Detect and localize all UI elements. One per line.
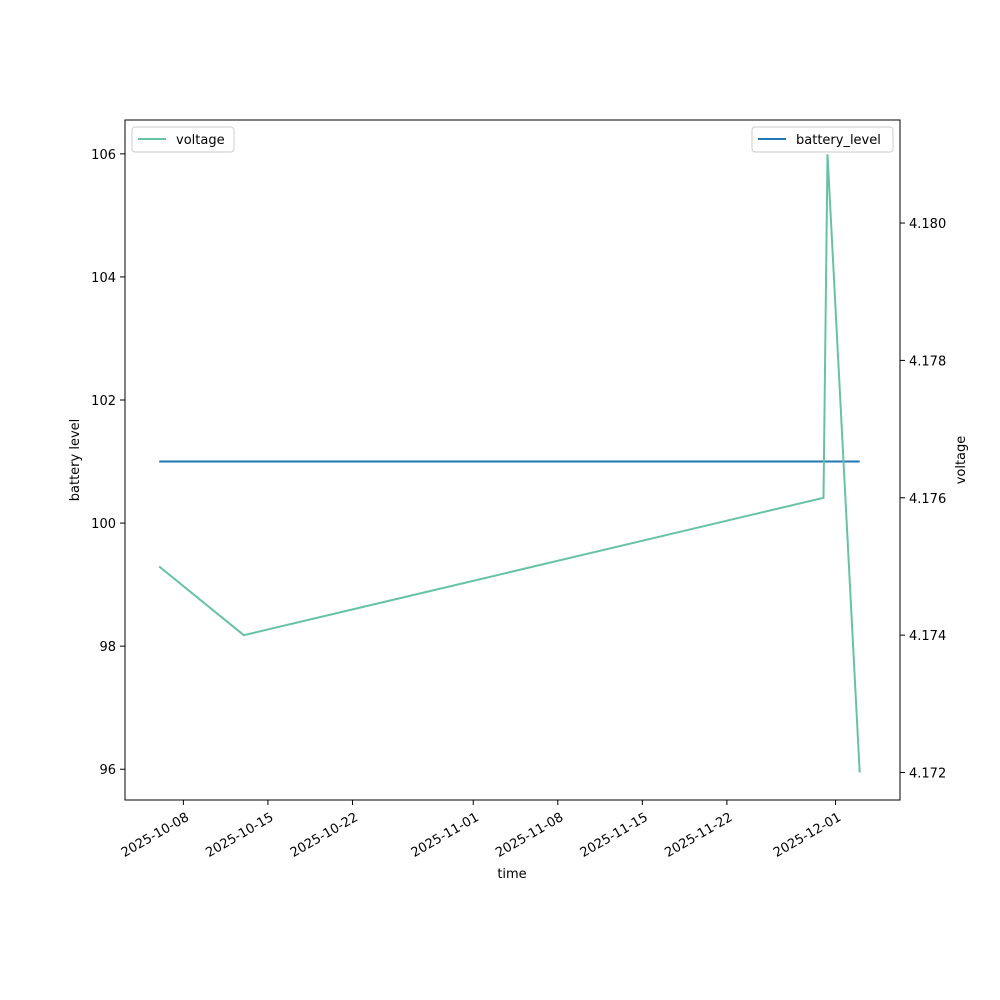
x-tick-label: 2025-11-01 [409,810,482,861]
right-y-tick-label: 4.176 [909,492,946,507]
left-y-tick-label: 104 [91,271,116,286]
legend-box [131,126,235,153]
left-y-tick-label: 100 [91,517,116,532]
series-line-voltage [158,154,861,773]
left-y-tick-label: 96 [99,763,116,778]
legend-voltage: voltage [131,126,235,153]
right-y-tick-label: 4.180 [909,217,946,232]
series-layer [158,154,861,773]
left-y-tick-label: 98 [99,640,116,655]
left-y-tick-label: 106 [91,148,116,163]
right-y-tick-label: 4.172 [909,767,946,782]
x-tick-label: 2025-11-08 [493,810,566,861]
x-tick-label: 2025-11-15 [578,810,651,861]
legend-label-voltage: voltage [176,133,225,148]
x-tick-label: 2025-12-01 [771,810,844,861]
x-axis: 2025-10-08 2025-10-15 2025-10-22 2025-11-01… [119,800,844,861]
legend-label-battery-level: battery_level [796,133,881,148]
plot-area [125,120,900,800]
right-y-axis-label: voltage [954,436,969,485]
legend-box [751,126,894,153]
right-y-axis: 4.172 4.174 4.176 4.178 4.180 [900,217,946,782]
x-tick-label: 2025-10-08 [119,810,192,861]
left-y-tick-label: 102 [91,394,116,409]
x-tick-label: 2025-11-22 [662,810,735,861]
right-y-tick-label: 4.174 [909,629,946,644]
right-y-tick-label: 4.178 [909,354,946,369]
left-y-axis-label: battery level [68,419,83,502]
legend-battery-level: battery_level [751,126,894,153]
plot-frame [124,119,901,801]
left-y-axis: 96 98 100 102 104 106 [91,148,125,778]
x-tick-label: 2025-10-15 [203,810,276,861]
x-tick-label: 2025-10-22 [288,810,361,861]
x-axis-label: time [497,867,526,882]
